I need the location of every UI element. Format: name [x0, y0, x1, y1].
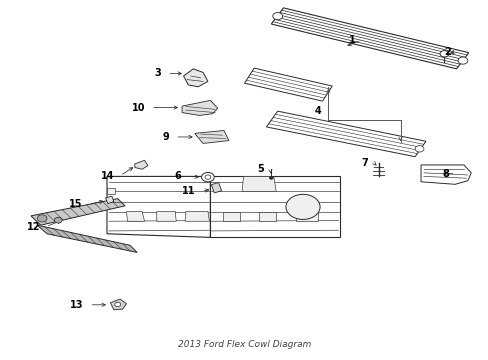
Polygon shape [31, 199, 125, 225]
Polygon shape [271, 8, 468, 69]
Circle shape [204, 175, 210, 179]
Text: 7: 7 [360, 158, 367, 168]
Circle shape [414, 145, 423, 152]
Circle shape [457, 57, 467, 64]
Polygon shape [157, 212, 176, 221]
Polygon shape [183, 69, 207, 87]
Text: 9: 9 [163, 132, 169, 142]
Polygon shape [211, 183, 221, 193]
Polygon shape [184, 212, 209, 221]
Polygon shape [222, 212, 239, 221]
Polygon shape [105, 196, 114, 204]
Text: 1: 1 [348, 35, 355, 45]
Text: 14: 14 [101, 171, 114, 181]
Polygon shape [259, 212, 276, 221]
Polygon shape [135, 160, 148, 169]
Circle shape [201, 172, 214, 182]
Polygon shape [420, 165, 470, 184]
Text: 4: 4 [314, 106, 321, 116]
Text: 3: 3 [155, 68, 161, 78]
Polygon shape [37, 225, 137, 252]
Polygon shape [266, 111, 425, 157]
Text: 2: 2 [443, 46, 450, 57]
Circle shape [285, 194, 320, 220]
Polygon shape [242, 176, 276, 192]
Polygon shape [182, 100, 217, 116]
Polygon shape [107, 188, 115, 194]
Circle shape [439, 50, 448, 57]
Polygon shape [126, 212, 144, 221]
Circle shape [54, 217, 62, 223]
Circle shape [115, 302, 121, 307]
Text: 2013 Ford Flex Cowl Diagram: 2013 Ford Flex Cowl Diagram [178, 339, 310, 348]
Circle shape [269, 176, 273, 179]
Polygon shape [244, 68, 331, 101]
Text: 13: 13 [70, 300, 83, 310]
Text: 15: 15 [69, 199, 82, 210]
Text: 12: 12 [27, 222, 40, 231]
Text: 10: 10 [131, 103, 145, 113]
Polygon shape [210, 176, 339, 237]
Polygon shape [295, 212, 317, 221]
Circle shape [272, 13, 282, 20]
Circle shape [37, 215, 47, 222]
Polygon shape [107, 176, 210, 237]
Polygon shape [110, 299, 126, 310]
Text: 11: 11 [182, 186, 195, 197]
Text: 6: 6 [175, 171, 181, 181]
Text: 8: 8 [442, 168, 448, 179]
Polygon shape [194, 131, 228, 143]
Text: 5: 5 [257, 164, 264, 174]
